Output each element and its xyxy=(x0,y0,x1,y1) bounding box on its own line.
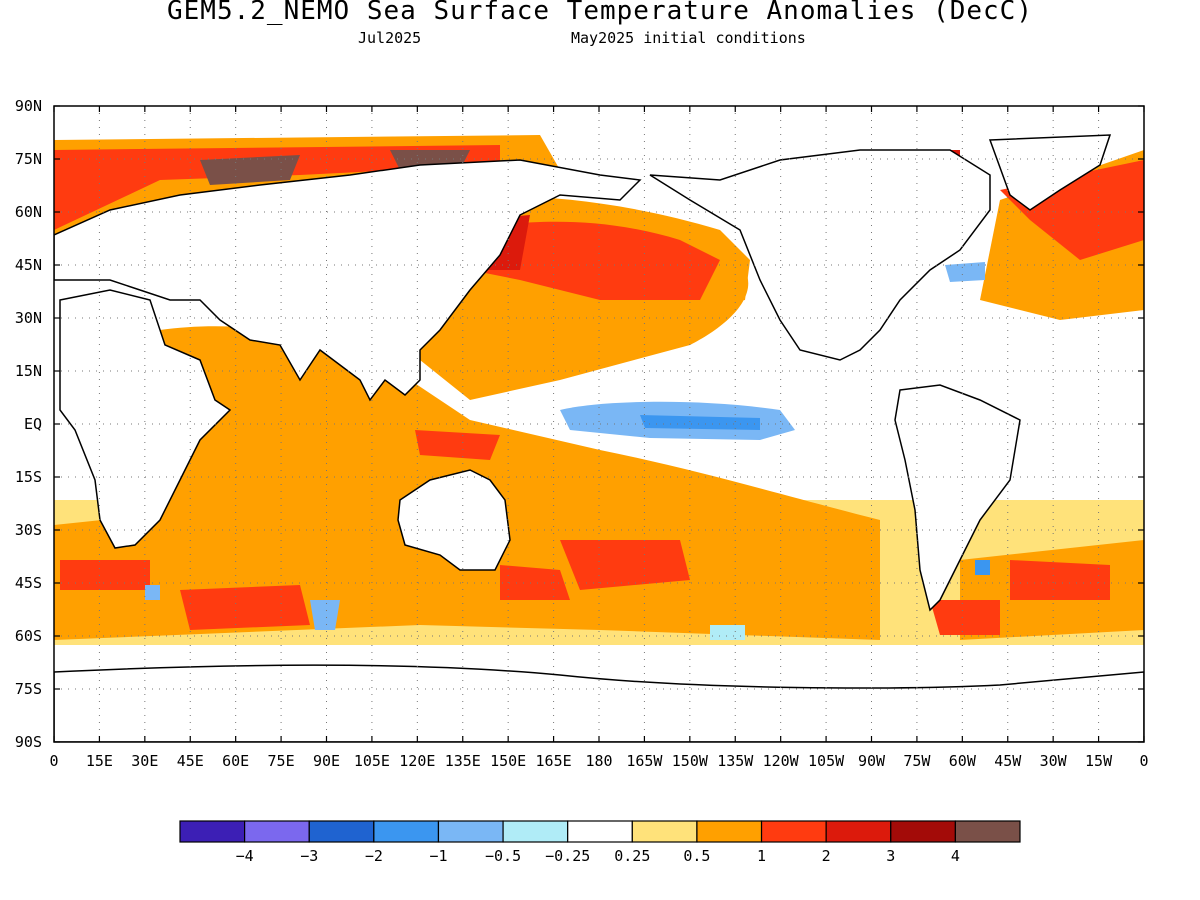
lat-label: 75N xyxy=(15,150,42,168)
lon-label: 150E xyxy=(490,752,526,770)
colorbar-label: −3 xyxy=(300,847,318,865)
lon-label: 165E xyxy=(536,752,572,770)
lon-label: 0 xyxy=(1139,752,1148,770)
lon-label: 105E xyxy=(354,752,390,770)
latitude-labels: 90N 75N 60N 45N 30N 15N EQ 15S 30S 45S 60S 75S 90S xyxy=(15,97,42,751)
lon-label: 60W xyxy=(949,752,977,770)
lon-label: 30E xyxy=(131,752,158,770)
north-america-land xyxy=(649,149,991,361)
valid-month: Jul2025 xyxy=(358,29,422,47)
colorbar-swatch xyxy=(437,820,504,843)
colorbar-label: −4 xyxy=(236,847,254,865)
lon-label: 135E xyxy=(445,752,481,770)
lon-label: 75W xyxy=(903,752,931,770)
colorbar-swatch xyxy=(631,820,698,843)
lon-label: 45W xyxy=(994,752,1022,770)
lon-label: 150W xyxy=(672,752,709,770)
lon-label: 180 xyxy=(585,752,612,770)
lat-label: 30N xyxy=(15,309,42,327)
colorbar-swatch xyxy=(179,820,246,843)
lat-lon-grid xyxy=(54,106,1144,742)
lon-label: 15W xyxy=(1085,752,1113,770)
colorbar-swatch xyxy=(567,820,633,843)
lon-label: 45E xyxy=(177,752,204,770)
lat-label: 60S xyxy=(15,627,42,645)
colorbar-label: −0.25 xyxy=(545,847,590,865)
colorbar-label: 2 xyxy=(822,847,831,865)
colorbar-swatch xyxy=(696,820,763,843)
colorbar-swatch xyxy=(308,820,375,843)
colorbar-swatch xyxy=(373,820,440,843)
colorbar-swatch xyxy=(954,820,1021,843)
lon-label: 75E xyxy=(268,752,295,770)
lon-label: 135W xyxy=(717,752,754,770)
lat-label: EQ xyxy=(24,415,42,433)
lat-label: 45S xyxy=(15,574,42,592)
lat-label: 30S xyxy=(15,521,42,539)
colorbar-label: 3 xyxy=(886,847,895,865)
axis-ticks xyxy=(53,105,1145,743)
lon-label: 120E xyxy=(399,752,435,770)
lon-label: 105W xyxy=(808,752,845,770)
colorbar-label: −2 xyxy=(365,847,383,865)
south-america-land xyxy=(894,384,1021,612)
eurasia-land xyxy=(54,159,642,402)
lon-label: 120W xyxy=(763,752,800,770)
lat-label: 90N xyxy=(15,97,42,115)
lon-label: 30W xyxy=(1040,752,1068,770)
lon-label: 60E xyxy=(222,752,249,770)
anomaly-field xyxy=(54,106,1144,742)
longitude-labels: 0 15E 30E 45E 60E 75E 90E 105E 120E 135E 150E 165E 1… xyxy=(49,752,1148,770)
colorbar-label: 0.25 xyxy=(614,847,650,865)
initial-conditions: May2025 initial conditions xyxy=(571,29,806,47)
africa-land xyxy=(59,289,232,549)
lon-label: 0 xyxy=(49,752,58,770)
colorbar-swatch xyxy=(244,820,310,843)
colorbar-label: −0.5 xyxy=(485,847,521,865)
lat-label: 15S xyxy=(15,468,42,486)
colorbar-swatch xyxy=(502,820,569,843)
colorbar-swatch xyxy=(760,820,827,843)
lat-label: 15N xyxy=(15,362,42,380)
colorbar-label: 0.5 xyxy=(683,847,710,865)
lon-label: 90E xyxy=(313,752,340,770)
lon-label: 15E xyxy=(86,752,113,770)
chart-title: GEM5.2_NEMO Sea Surface Temperature Anom… xyxy=(167,0,1033,26)
colorbar-swatch xyxy=(825,820,892,843)
australia-land xyxy=(397,469,511,571)
lat-label: 60N xyxy=(15,203,42,221)
lon-label: 165W xyxy=(626,752,663,770)
greenland-land xyxy=(988,134,1112,211)
lat-label: 75S xyxy=(15,680,42,698)
colorbar-swatch xyxy=(890,820,956,843)
colorbar-label: 1 xyxy=(757,847,766,865)
colorbar-label: −1 xyxy=(429,847,447,865)
lon-label: 90W xyxy=(858,752,886,770)
lat-label: 90S xyxy=(15,733,42,751)
colorbar: −4 −3 −2 −1 −0.5 −0.25 0.25 0.5 1 2 3 4 xyxy=(179,820,1021,865)
colorbar-label: 4 xyxy=(951,847,960,865)
lat-label: 45N xyxy=(15,256,42,274)
